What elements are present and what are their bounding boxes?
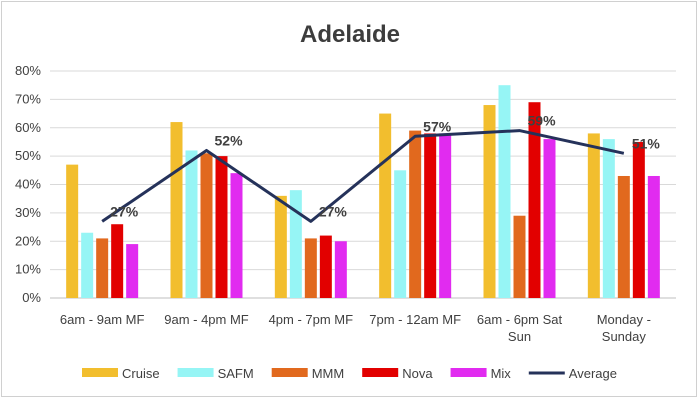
y-tick-label: 10% bbox=[15, 262, 41, 277]
bar-mmm bbox=[513, 215, 526, 298]
x-category-label: Sun bbox=[508, 329, 531, 344]
bar-cruise bbox=[274, 195, 287, 298]
bar-mix bbox=[647, 175, 660, 298]
legend-label: Average bbox=[569, 366, 617, 381]
legend-swatch-mmm bbox=[271, 368, 308, 377]
data-labels: 27% 52% 27% 57% 59% 51% bbox=[110, 113, 660, 220]
legend-swatch-mix bbox=[450, 368, 487, 377]
y-tick-label: 80% bbox=[15, 63, 41, 78]
line-average bbox=[101, 129, 625, 223]
legend: Cruise SAFM MMM Nova Mix Average bbox=[82, 366, 617, 381]
gridlines bbox=[50, 70, 676, 299]
bar-mmm bbox=[617, 175, 630, 298]
x-category-label: 6am - 9am MF bbox=[60, 312, 145, 327]
bar-cruise bbox=[587, 133, 600, 298]
bar-safm bbox=[289, 190, 302, 298]
bar-nova bbox=[319, 235, 332, 298]
bar-mix bbox=[439, 133, 452, 298]
y-tick-label: 50% bbox=[15, 148, 41, 163]
data-label: 27% bbox=[319, 203, 348, 219]
y-tick-label: 20% bbox=[15, 233, 41, 248]
bar-mmm bbox=[409, 130, 422, 298]
average-line bbox=[101, 129, 625, 223]
data-label: 52% bbox=[215, 132, 244, 148]
bar-cruise bbox=[170, 122, 183, 298]
bars bbox=[66, 85, 660, 299]
x-axis-categories: 6am - 9am MF 9am - 4pm MF 4pm - 7pm MF 7pm … bbox=[60, 312, 651, 344]
data-label: 59% bbox=[528, 113, 557, 129]
y-tick-label: 0% bbox=[22, 290, 41, 305]
bar-cruise bbox=[379, 113, 392, 298]
legend-label: Nova bbox=[402, 366, 433, 381]
data-label: 57% bbox=[423, 118, 452, 134]
bar-mix bbox=[334, 241, 347, 298]
bar-safm bbox=[81, 232, 94, 298]
x-category-label: 4pm - 7pm MF bbox=[269, 312, 354, 327]
bar-cruise bbox=[483, 105, 496, 298]
bar-mix bbox=[126, 244, 139, 298]
y-tick-label: 60% bbox=[15, 120, 41, 135]
y-tick-label: 40% bbox=[15, 177, 41, 192]
legend-swatch-nova bbox=[362, 368, 399, 377]
bar-nova bbox=[424, 133, 437, 298]
data-label: 27% bbox=[110, 203, 139, 219]
bar-safm bbox=[498, 85, 511, 298]
data-label: 51% bbox=[632, 135, 661, 151]
bar-mmm bbox=[96, 238, 109, 298]
y-tick-label: 30% bbox=[15, 205, 41, 220]
bar-mmm bbox=[200, 153, 213, 298]
legend-swatch-cruise bbox=[82, 368, 118, 377]
bar-mmm bbox=[304, 238, 317, 298]
x-category-label: 7pm - 12am MF bbox=[369, 312, 461, 327]
y-tick-label: 70% bbox=[15, 91, 41, 106]
bar-nova bbox=[632, 141, 645, 298]
bar-safm bbox=[394, 170, 407, 298]
chart-title: Adelaide bbox=[300, 21, 400, 48]
legend-label: SAFM bbox=[218, 366, 254, 381]
legend-swatch-safm bbox=[177, 368, 214, 377]
bar-mix bbox=[230, 173, 243, 298]
bar-nova bbox=[111, 224, 124, 298]
x-category-label: 6am - 6pm Sat bbox=[477, 312, 563, 327]
legend-label: Cruise bbox=[122, 366, 160, 381]
legend-label: Mix bbox=[491, 366, 512, 381]
legend-label: MMM bbox=[312, 366, 345, 381]
y-axis-ticks: 0% 10% 20% 30% 40% 50% 60% 70% 80% bbox=[15, 63, 41, 305]
bar-nova bbox=[215, 156, 228, 298]
bar-nova bbox=[528, 102, 541, 299]
x-category-label: Sunday bbox=[602, 329, 647, 344]
bar-mix bbox=[543, 139, 556, 298]
bar-safm bbox=[602, 139, 615, 298]
x-category-label: Monday - bbox=[597, 312, 651, 327]
bar-cruise bbox=[66, 164, 79, 298]
x-category-label: 9am - 4pm MF bbox=[164, 312, 249, 327]
bar-safm bbox=[185, 150, 198, 298]
